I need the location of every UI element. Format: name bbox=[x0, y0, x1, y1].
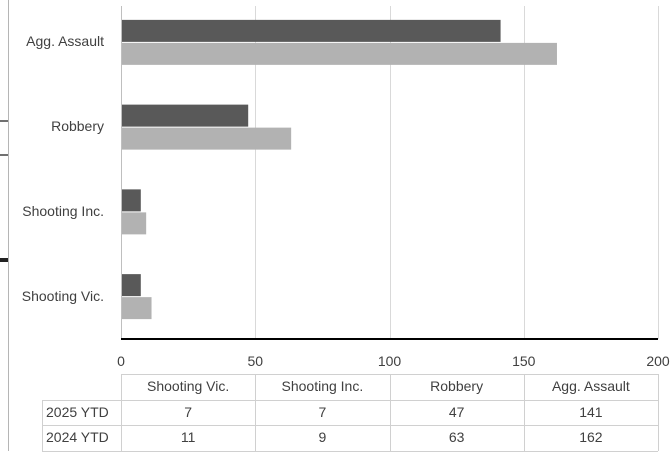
x-tick-label: 50 bbox=[247, 353, 264, 369]
x-tick-label: 150 bbox=[512, 353, 536, 369]
bar bbox=[122, 19, 501, 42]
table-value-cell: 7 bbox=[318, 403, 327, 420]
edge-marker bbox=[0, 154, 8, 156]
window-edge bbox=[8, 0, 9, 451]
bar bbox=[122, 297, 152, 320]
table-header-cell: Robbery bbox=[430, 378, 484, 394]
table-gridline bbox=[390, 374, 391, 451]
table-gridline bbox=[524, 374, 525, 451]
table-value-cell: 9 bbox=[318, 429, 327, 445]
bar bbox=[122, 274, 141, 297]
table-gridline bbox=[121, 374, 658, 375]
x-tick-label: 0 bbox=[117, 353, 125, 369]
table-gridline bbox=[121, 374, 122, 451]
table-row-header: 2024 YTD bbox=[46, 429, 109, 445]
table-gridline bbox=[42, 425, 658, 426]
table-row-header: 2025 YTD bbox=[46, 403, 109, 420]
table-value-cell: 162 bbox=[579, 429, 603, 445]
bar bbox=[122, 212, 147, 235]
x-tick-label: 200 bbox=[646, 353, 670, 369]
edge-marker bbox=[0, 258, 8, 262]
table-header-cell: Agg. Assault bbox=[551, 378, 630, 394]
bar bbox=[122, 42, 557, 65]
edge-marker bbox=[0, 120, 8, 122]
bar bbox=[122, 189, 141, 212]
table-gridline bbox=[42, 399, 43, 451]
x-tick-label: 100 bbox=[377, 353, 402, 369]
table-value-cell: 63 bbox=[448, 429, 465, 445]
table-value-cell: 7 bbox=[184, 403, 193, 420]
category-label: Agg. Assault bbox=[26, 33, 104, 50]
category-label: Shooting Inc. bbox=[22, 202, 104, 219]
table-gridline bbox=[42, 399, 658, 401]
table-gridline bbox=[255, 374, 256, 451]
table-header-cell: Shooting Inc. bbox=[281, 378, 364, 394]
table-value-cell: 11 bbox=[180, 429, 196, 445]
table-value-cell: 141 bbox=[579, 403, 603, 420]
bar bbox=[122, 127, 292, 150]
table-header-cell: Shooting Vic. bbox=[147, 378, 230, 394]
category-label: Shooting Vic. bbox=[21, 287, 104, 304]
table-value-cell: 47 bbox=[448, 403, 465, 420]
table-gridline bbox=[658, 374, 659, 451]
bar bbox=[122, 104, 249, 127]
category-label: Robbery bbox=[51, 118, 104, 135]
